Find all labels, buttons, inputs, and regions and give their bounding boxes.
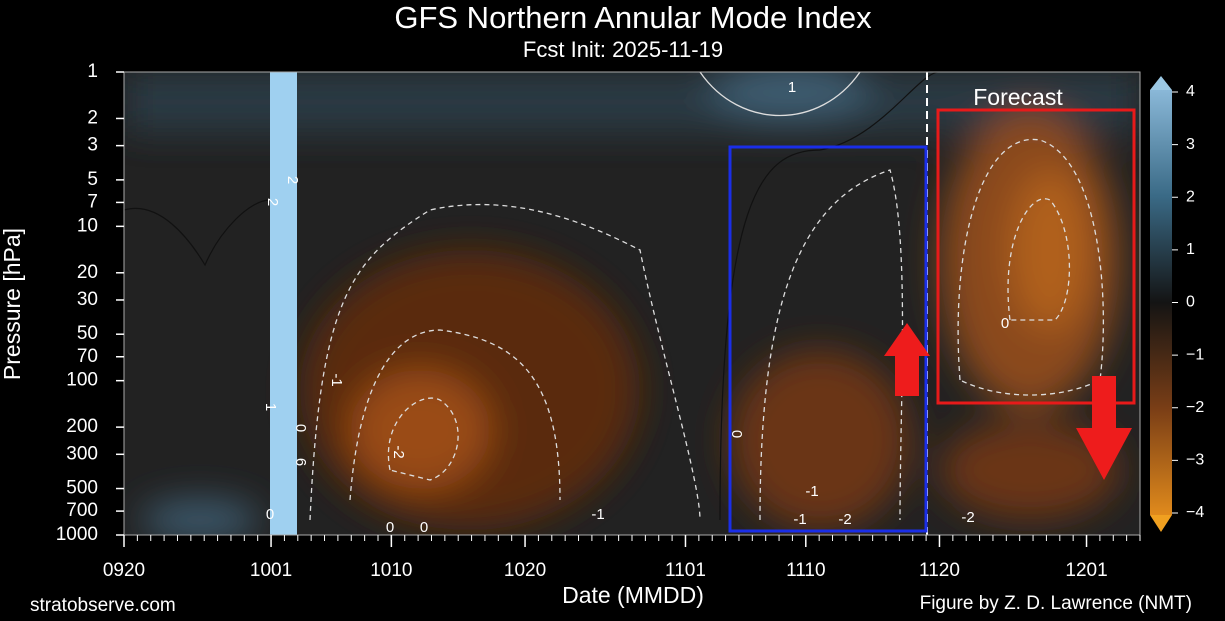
contour-lines — [309, 138, 1104, 521]
colorbar-tick-label: −4 — [1186, 504, 1204, 521]
contour-label: -1 — [793, 511, 806, 528]
y-tick-label: 1 — [87, 61, 98, 82]
colorbar-extend — [1150, 76, 1172, 90]
contour-label: 0 — [420, 519, 428, 536]
chart-subtitle: Fcst Init: 2025-11-19 — [523, 37, 723, 62]
y-tick-label: 1000 — [56, 524, 98, 545]
y-tick-label: 70 — [77, 346, 98, 367]
y-tick-label: 7 — [87, 191, 98, 212]
y-tick-label: 10 — [77, 215, 98, 236]
contour-label: 0 — [292, 424, 309, 432]
contour-label: 6 — [292, 458, 309, 466]
highlight-box — [728, 145, 928, 533]
y-tick-label: 200 — [66, 416, 98, 437]
colorbar-tick-label: −1 — [1186, 346, 1204, 363]
contour-label: 0 — [266, 506, 274, 523]
x-tick-label: 1110 — [786, 560, 825, 581]
source-note: stratobserve.com — [30, 595, 176, 616]
x-tick-label: 1020 — [504, 560, 546, 581]
y-tick-label: 100 — [66, 370, 98, 391]
forecast-label: Forecast — [973, 84, 1063, 110]
y-tick-label: 3 — [87, 135, 98, 156]
contour-label: 0 — [728, 430, 745, 438]
contour-label: 2 — [284, 176, 301, 184]
colorbar-tick-label: 4 — [1186, 83, 1195, 100]
colorbar-tick-label: 2 — [1186, 188, 1195, 205]
colorbar-tick-label: 0 — [1186, 294, 1195, 311]
arrow-down — [1076, 376, 1132, 480]
colorbar — [1150, 90, 1172, 515]
colorbar-tick-label: −2 — [1186, 399, 1204, 416]
highlight-box — [936, 108, 1136, 405]
y-axis-label: Pressure [hPa] — [0, 228, 25, 380]
contour-label: -2 — [838, 511, 851, 528]
contour-label: 1 — [788, 79, 796, 96]
contour-label: 2 — [264, 198, 281, 206]
contour-label: 1 — [262, 403, 279, 411]
y-tick-label: 50 — [77, 323, 98, 344]
x-tick-label: 1120 — [919, 560, 960, 581]
x-tick-label: 0920 — [103, 560, 145, 581]
contour-field — [124, 72, 1140, 535]
y-tick-label: 30 — [77, 289, 98, 310]
y-tick-label: 500 — [66, 478, 98, 499]
x-axis-label: Date (MMDD) — [562, 582, 704, 608]
contour-label: -2 — [961, 509, 974, 526]
zero-lines — [124, 72, 941, 521]
y-tick-label: 5 — [87, 169, 98, 190]
chart-title: GFS Northern Annular Mode Index — [394, 0, 872, 35]
colorbar-tick-label: −3 — [1186, 452, 1204, 469]
contour-label: -1 — [591, 506, 604, 523]
x-tick-label: 1201 — [1065, 560, 1107, 581]
y-tick-label: 2 — [87, 107, 98, 128]
x-tick-label: 1001 — [250, 560, 292, 581]
contour-label: 0 — [1001, 315, 1009, 332]
x-tick-label: 1101 — [665, 560, 706, 581]
arrow-up — [884, 323, 930, 396]
contour-label: 0 — [386, 519, 394, 536]
contour-label: -1 — [328, 373, 345, 386]
y-tick-label: 700 — [66, 500, 98, 521]
colorbar-tick-label: 1 — [1186, 241, 1195, 258]
contour-label: -1 — [805, 483, 818, 500]
y-tick-label: 300 — [66, 443, 98, 464]
contour-label: -2 — [390, 445, 407, 458]
colorbar-tick-label: 3 — [1186, 136, 1195, 153]
shading — [124, 72, 1140, 535]
y-tick-label: 20 — [77, 262, 98, 283]
credit-note: Figure by Z. D. Lawrence (NMT) — [920, 593, 1192, 614]
colorbar-extend — [1150, 515, 1172, 532]
x-tick-label: 1010 — [370, 560, 412, 581]
